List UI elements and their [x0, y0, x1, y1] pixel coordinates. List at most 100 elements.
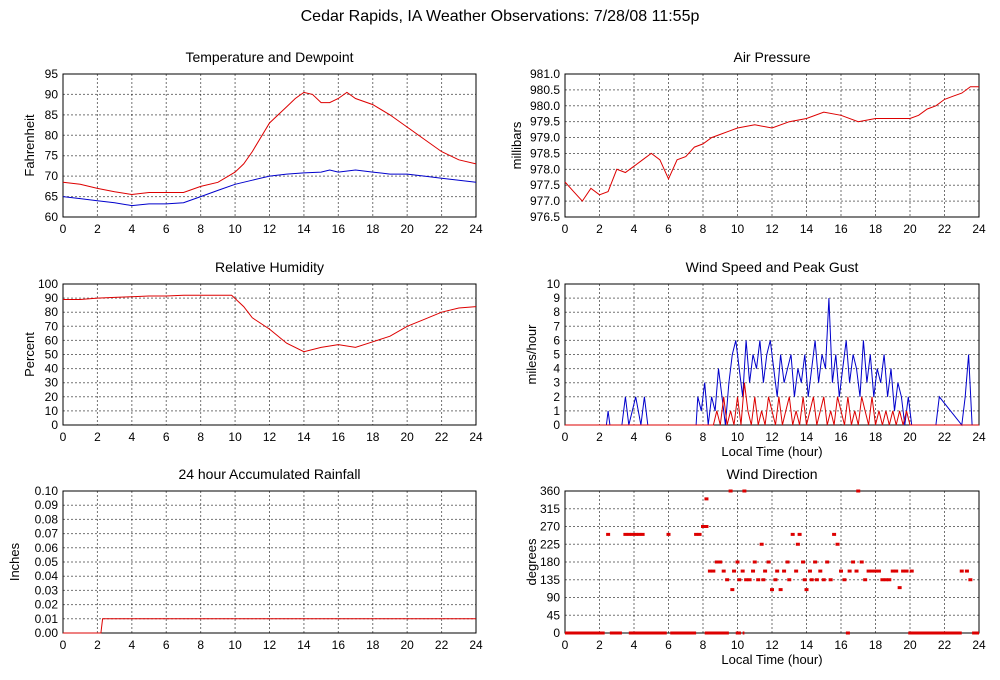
y-tick-label: 3 — [553, 376, 560, 390]
data-point — [773, 578, 778, 582]
x-tick-label: 18 — [869, 638, 883, 652]
series-line-0 — [63, 294, 477, 353]
x-tick-label: 6 — [665, 222, 672, 236]
data-point — [813, 560, 818, 564]
data-point — [666, 532, 671, 536]
data-point — [714, 560, 719, 564]
x-tick-label: 8 — [700, 430, 707, 444]
data-point — [747, 578, 752, 582]
data-point — [968, 578, 973, 582]
data-point — [735, 560, 740, 564]
x-tick-label: 22 — [938, 638, 952, 652]
data-point — [763, 569, 768, 573]
data-point — [725, 578, 730, 582]
x-tick-label: 4 — [128, 222, 135, 236]
data-point — [887, 578, 892, 582]
y-tick-label: 80 — [45, 128, 59, 142]
x-tick-label: 24 — [469, 638, 483, 652]
data-point — [711, 569, 716, 573]
x-tick-label: 4 — [631, 430, 638, 444]
x-tick-label: 24 — [972, 222, 986, 236]
x-tick-label: 18 — [869, 430, 883, 444]
data-point — [752, 560, 757, 564]
data-point — [901, 569, 906, 573]
y-tick-label: 60 — [45, 210, 59, 224]
y-axis-label: degrees — [524, 538, 539, 585]
data-point — [856, 489, 861, 493]
x-tick-label: 12 — [765, 430, 779, 444]
y-tick-label: 0.07 — [35, 527, 59, 541]
y-tick-label: 4 — [553, 362, 560, 376]
y-tick-label: 40 — [45, 362, 59, 376]
y-tick-label: 977.0 — [530, 194, 560, 208]
x-tick-label: 6 — [163, 222, 170, 236]
y-tick-label: 0 — [553, 418, 560, 432]
x-tick-label: 8 — [700, 222, 707, 236]
y-axis-label: Fahrenheit — [22, 114, 37, 177]
y-tick-label: 9 — [553, 291, 560, 305]
x-tick-label: 10 — [228, 222, 242, 236]
data-point — [894, 569, 899, 573]
x-tick-label: 20 — [903, 430, 917, 444]
x-tick-label: 18 — [869, 222, 883, 236]
x-tick-label: 0 — [60, 430, 67, 444]
y-tick-label: 90 — [547, 591, 561, 605]
x-tick-label: 22 — [435, 430, 449, 444]
x-tick-label: 24 — [972, 638, 986, 652]
x-tick-label: 14 — [800, 638, 814, 652]
y-tick-label: 10 — [45, 404, 59, 418]
x-tick-label: 8 — [700, 638, 707, 652]
chart-title: 24 hour Accumulated Rainfall — [178, 466, 360, 482]
x-tick-label: 22 — [435, 638, 449, 652]
y-tick-label: 50 — [45, 348, 59, 362]
y-tick-label: 6 — [553, 333, 560, 347]
data-point — [964, 569, 969, 573]
data-point — [782, 569, 787, 573]
data-point — [839, 569, 843, 573]
data-point — [770, 588, 774, 592]
data-point — [630, 532, 635, 536]
data-point — [880, 578, 885, 582]
y-tick-label: 0.04 — [35, 569, 59, 583]
data-point — [851, 560, 856, 564]
data-point — [742, 489, 747, 493]
data-point — [623, 532, 628, 536]
data-point — [904, 569, 909, 573]
y-tick-label: 270 — [540, 520, 560, 534]
x-tick-label: 20 — [400, 222, 414, 236]
y-axis-label: Inches — [7, 542, 22, 581]
x-tick-label: 6 — [163, 638, 170, 652]
x-tick-label: 10 — [731, 222, 745, 236]
data-point — [728, 489, 733, 493]
y-tick-label: 980.5 — [530, 83, 560, 97]
x-tick-label: 22 — [435, 222, 449, 236]
x-tick-label: 14 — [297, 430, 311, 444]
series-line-1 — [565, 382, 979, 426]
series-line-1 — [62, 169, 477, 207]
data-point — [744, 578, 749, 582]
x-tick-label: 16 — [332, 638, 346, 652]
x-tick-label: 22 — [938, 430, 952, 444]
y-tick-label: 70 — [45, 169, 59, 183]
x-tick-label: 8 — [197, 638, 204, 652]
series-line-0 — [564, 86, 979, 202]
y-tick-label: 0 — [51, 418, 58, 432]
x-tick-label: 6 — [163, 430, 170, 444]
y-tick-label: 0.09 — [35, 498, 59, 512]
data-point — [835, 542, 840, 546]
y-tick-label: 0.00 — [35, 626, 59, 640]
y-tick-label: 978.0 — [530, 162, 560, 176]
x-axis-label: Local Time (hour) — [721, 652, 822, 667]
data-point — [863, 578, 868, 582]
x-tick-label: 16 — [332, 222, 346, 236]
data-point — [825, 560, 830, 564]
data-point — [814, 578, 819, 582]
y-tick-label: 978.5 — [530, 146, 560, 160]
data-point — [804, 588, 809, 592]
y-tick-label: 80 — [45, 305, 59, 319]
y-tick-label: 85 — [45, 108, 59, 122]
chart-title: Wind Direction — [726, 466, 817, 482]
